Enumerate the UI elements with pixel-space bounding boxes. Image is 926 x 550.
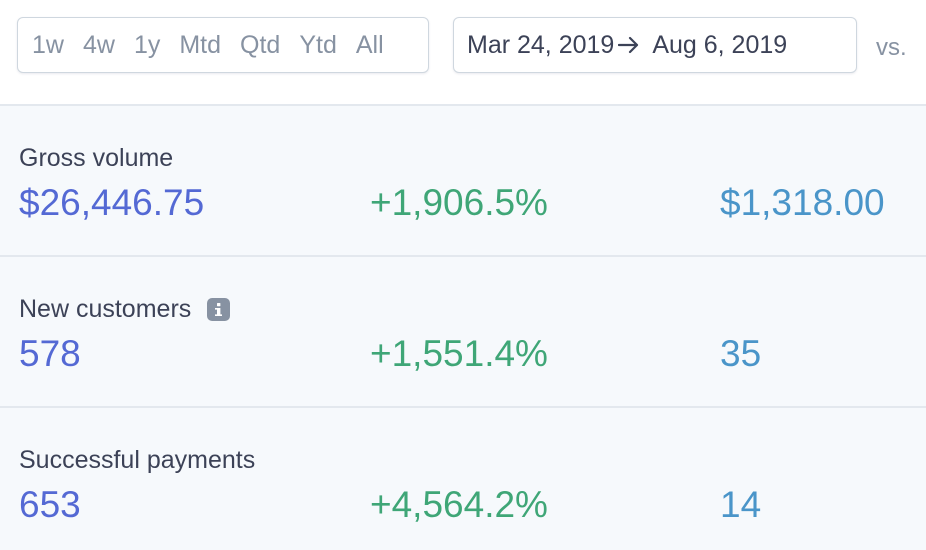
- range-1y-button[interactable]: 1y: [133, 30, 161, 59]
- range-qtd-button[interactable]: Qtd: [240, 30, 281, 59]
- metric-row-successful-payments[interactable]: Successful payments 653 +4,564.2% 14: [0, 408, 926, 550]
- info-icon[interactable]: [207, 298, 231, 321]
- date-range-picker[interactable]: Mar 24, 2019 Aug 6, 2019: [453, 17, 857, 73]
- metric-compare-value: 14: [720, 484, 762, 525]
- metric-compare-value: 35: [720, 333, 762, 374]
- metric-row-new-customers[interactable]: New customers 578 +1,551.4% 35: [0, 257, 926, 408]
- info-glyph-icon: [215, 303, 223, 316]
- compare-vs-label: vs.: [876, 34, 907, 61]
- metric-value: $26,446.75: [19, 182, 205, 223]
- metric-label: New customers: [19, 295, 231, 324]
- metric-label-text: Gross volume: [19, 144, 174, 172]
- metric-label-text: Successful payments: [19, 446, 256, 474]
- range-all-button[interactable]: All: [355, 30, 384, 59]
- arrow-right-icon: [618, 36, 639, 54]
- metric-change: +1,906.5%: [370, 182, 548, 223]
- date-range-end: Aug 6, 2019: [652, 30, 788, 59]
- metric-label: Successful payments: [19, 446, 255, 475]
- metric-label: Gross volume: [19, 144, 173, 173]
- metrics-panel: Gross volume $26,446.75 +1,906.5% $1,318…: [0, 106, 926, 550]
- metric-compare-value: $1,318.00: [720, 182, 885, 223]
- metric-row-gross-volume[interactable]: Gross volume $26,446.75 +1,906.5% $1,318…: [0, 106, 926, 257]
- metric-change: +1,551.4%: [370, 333, 548, 374]
- range-4w-button[interactable]: 4w: [82, 30, 115, 59]
- date-toolbar: 1w 4w 1y Mtd Qtd Ytd All Mar 24, 2019 Au…: [0, 0, 926, 104]
- toolbar-divider: [0, 104, 926, 106]
- metric-value: 653: [19, 484, 81, 525]
- metric-change: +4,564.2%: [370, 484, 548, 525]
- range-ytd-button[interactable]: Ytd: [299, 30, 337, 59]
- metric-label-text: New customers: [19, 295, 192, 323]
- metric-value: 578: [19, 333, 81, 374]
- range-preset-group: 1w 4w 1y Mtd Qtd Ytd All: [17, 17, 429, 73]
- date-range-start: Mar 24, 2019: [467, 30, 615, 59]
- range-1w-button[interactable]: 1w: [32, 30, 64, 59]
- range-mtd-button[interactable]: Mtd: [179, 30, 222, 59]
